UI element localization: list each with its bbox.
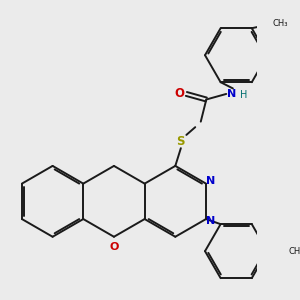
Text: S: S <box>177 135 185 148</box>
Text: CH₃: CH₃ <box>273 19 288 28</box>
Text: O: O <box>109 242 119 252</box>
Text: N: N <box>227 89 236 99</box>
Text: CH₃: CH₃ <box>288 247 300 256</box>
Text: N: N <box>206 216 215 226</box>
Text: H: H <box>240 90 247 100</box>
Text: N: N <box>206 176 215 186</box>
Text: O: O <box>175 88 185 100</box>
